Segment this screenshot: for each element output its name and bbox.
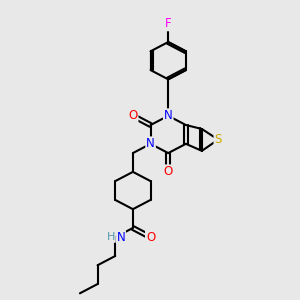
Text: O: O — [164, 165, 173, 178]
Text: N: N — [164, 109, 172, 122]
Text: S: S — [214, 133, 222, 146]
Text: N: N — [146, 137, 155, 150]
Text: F: F — [165, 17, 172, 30]
Text: N: N — [117, 231, 125, 244]
Text: O: O — [128, 109, 137, 122]
Text: O: O — [146, 231, 155, 244]
Text: H: H — [107, 232, 115, 242]
